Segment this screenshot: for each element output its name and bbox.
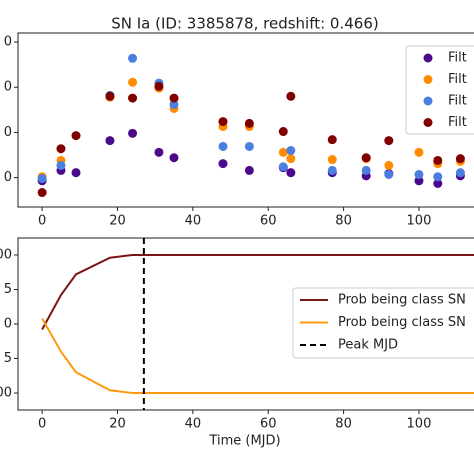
data-point [169, 99, 179, 109]
x-tick-label: 0 [38, 417, 46, 432]
data-point [455, 154, 465, 164]
legend-marker [423, 118, 433, 127]
y-tick-label: 5 [4, 351, 12, 366]
legend-marker [423, 53, 433, 63]
data-point [286, 91, 296, 101]
data-point [361, 153, 371, 163]
data-point [169, 93, 179, 103]
plot-frame [17, 32, 474, 208]
data-point [361, 165, 371, 175]
x-tick-label: 20 [109, 417, 126, 432]
data-point [384, 136, 394, 146]
legend-label: Filt [448, 72, 467, 87]
x-tick-label: 20 [109, 214, 126, 229]
data-point [414, 176, 424, 186]
legend-box [405, 45, 474, 135]
data-point [169, 153, 179, 163]
x-tick-label: 100 [407, 214, 432, 229]
x-tick-label: 100 [407, 417, 432, 432]
y-tick-label: 0 [4, 317, 12, 332]
data-point [414, 147, 424, 157]
data-point [105, 136, 115, 146]
y-tick-label: 00 [0, 386, 12, 401]
data-point [327, 155, 337, 165]
y-tick-label: 0 [4, 170, 12, 185]
x-tick-label: 0 [38, 214, 46, 229]
data-point [286, 154, 296, 164]
x-tick-label: 80 [335, 214, 352, 229]
data-point [384, 160, 394, 170]
legend-marker [423, 96, 433, 106]
line-series [41, 253, 474, 331]
data-point [384, 169, 394, 179]
y-tick-label: 00 [0, 247, 12, 262]
data-point [218, 159, 228, 169]
data-point [56, 144, 66, 154]
data-point [128, 93, 138, 103]
data-point [218, 117, 228, 127]
data-point [154, 81, 164, 91]
legend-box [292, 287, 474, 359]
data-point [128, 77, 138, 87]
data-point [244, 141, 254, 151]
data-point [278, 147, 288, 157]
y-tick-label: 0 [4, 35, 12, 50]
data-point [218, 141, 228, 151]
legend-label: Prob being class SN [338, 293, 466, 308]
data-point [71, 131, 81, 141]
data-point [286, 168, 296, 178]
legend-label: Prob being class SN [338, 315, 466, 330]
legend-marker [423, 75, 433, 84]
x-tick-label: 60 [260, 214, 277, 229]
data-point [455, 168, 465, 178]
data-point [128, 128, 138, 138]
x-tick-label: 40 [185, 417, 202, 432]
legend-label: Peak MJD [338, 338, 398, 353]
x-tick-label: 40 [185, 214, 202, 229]
y-tick-label: 0 [4, 80, 12, 95]
data-point [37, 174, 47, 184]
y-tick-label: 5 [4, 282, 12, 297]
data-point [244, 165, 254, 175]
y-tick-label: 0 [4, 125, 12, 140]
data-point [414, 169, 424, 179]
x-tick-label: 60 [260, 417, 277, 432]
data-point [71, 168, 81, 178]
data-point [56, 160, 66, 170]
data-point [244, 118, 254, 128]
data-point [105, 91, 115, 101]
data-point [154, 147, 164, 157]
data-point [278, 127, 288, 137]
data-point [128, 53, 138, 63]
legend-label: Filt [448, 115, 467, 130]
data-point [278, 162, 288, 172]
legend-label: Filt [448, 51, 467, 66]
data-point [433, 155, 443, 165]
line-series [41, 317, 474, 395]
data-point [37, 188, 47, 198]
data-point [433, 172, 443, 182]
data-point [327, 135, 337, 145]
data-point [327, 165, 337, 175]
data-point [433, 178, 443, 188]
x-tick-label: 80 [335, 417, 352, 432]
data-point [286, 146, 296, 156]
legend-label: Filt [448, 94, 467, 109]
chart-title: SN Ia (ID: 3385878, redshift: 0.466) [111, 15, 378, 33]
x-axis-label: Time (MJD) [208, 434, 280, 449]
